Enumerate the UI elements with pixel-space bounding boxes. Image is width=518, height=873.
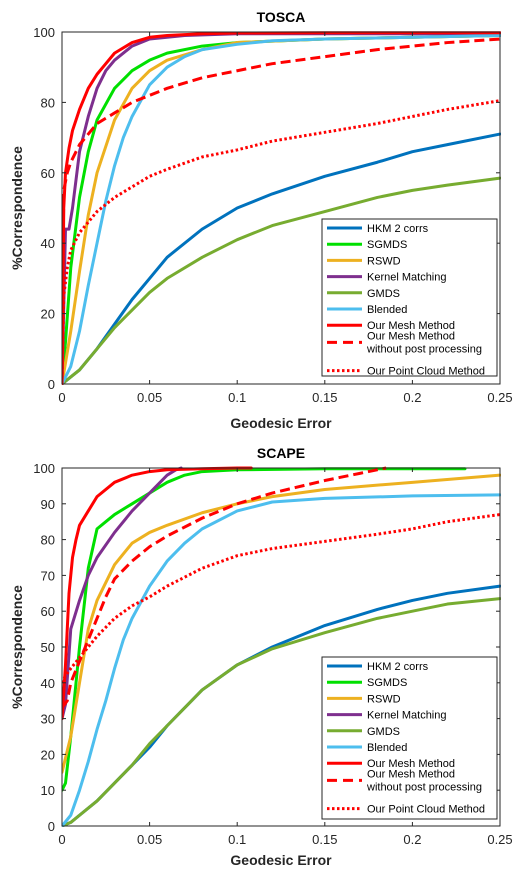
y-tick-label: 20 bbox=[41, 307, 55, 322]
x-tick-label: 0.25 bbox=[487, 390, 512, 405]
legend-label: HKM 2 corrs bbox=[367, 661, 429, 673]
legend: HKM 2 corrs SGMDS RSWD Kernel Matching GMDS B… bbox=[321, 656, 498, 820]
legend-label: Our Mesh Method bbox=[367, 758, 455, 770]
legend-label: SGMDS bbox=[367, 677, 407, 689]
axes-box bbox=[61, 31, 501, 385]
y-tick-label: 40 bbox=[41, 236, 55, 251]
y-tick-label: 60 bbox=[41, 604, 55, 619]
chart-title: SCAPE bbox=[257, 445, 305, 461]
x-tick-label: 0.15 bbox=[312, 390, 337, 405]
y-tick-label: 0 bbox=[48, 819, 55, 834]
x-tick-label: 0.15 bbox=[312, 832, 337, 847]
x-tick-label: 0.05 bbox=[137, 390, 162, 405]
legend-label: Blended bbox=[367, 742, 407, 754]
chart-tosca: TOSCA 0 0.05 0.1 0.15 0.2 0.25 0 20 40 60 80 100 Geod… bbox=[9, 9, 513, 431]
series-line-2 bbox=[62, 473, 501, 774]
series-line-3 bbox=[62, 466, 183, 721]
x-tick-label: 0 bbox=[58, 832, 65, 847]
legend-label: SGMDS bbox=[367, 239, 407, 251]
y-tick-label: 80 bbox=[41, 533, 55, 548]
legend-label: RSWD bbox=[367, 255, 401, 267]
y-tick-label: 100 bbox=[33, 25, 55, 40]
plot-area bbox=[62, 31, 501, 385]
y-axis-label: %Correspondence bbox=[9, 585, 25, 709]
x-axis-label: Geodesic Error bbox=[230, 852, 332, 868]
x-tick-label: 0.1 bbox=[228, 832, 246, 847]
series-line-7 bbox=[62, 466, 387, 709]
y-axis-label: %Correspondence bbox=[9, 146, 25, 270]
y-tick-label: 20 bbox=[41, 747, 55, 762]
x-tick-label: 0 bbox=[58, 390, 65, 405]
legend-label: Blended bbox=[367, 304, 407, 316]
legend-label: HKM 2 corrs bbox=[367, 223, 429, 235]
x-tick-label: 0.25 bbox=[487, 832, 512, 847]
x-tick-label: 0.05 bbox=[137, 832, 162, 847]
chart-scape: SCAPE 0 0.05 0.1 0.15 0.2 0.25 0 10 20 30 40 50 60 70 8… bbox=[9, 445, 513, 868]
plot-area bbox=[62, 466, 501, 827]
legend-label: Our Point Cloud Method bbox=[367, 366, 485, 378]
legend-label: Kernel Matching bbox=[367, 710, 447, 722]
y-tick-label: 40 bbox=[41, 676, 55, 691]
x-axis-label: Geodesic Error bbox=[230, 415, 332, 431]
x-tick-label: 0.1 bbox=[228, 390, 246, 405]
legend-label: Our Mesh Method without post processing bbox=[366, 330, 482, 355]
series-line-7 bbox=[62, 37, 501, 385]
legend: HKM 2 corrs SGMDS RSWD Kernel Matching GMDS B… bbox=[321, 218, 498, 378]
series-line-4 bbox=[62, 176, 501, 385]
series-line-5 bbox=[62, 34, 501, 385]
legend-label: GMDS bbox=[367, 288, 400, 300]
legend-label: Kernel Matching bbox=[367, 272, 447, 284]
y-tick-label: 50 bbox=[41, 640, 55, 655]
legend-label: Our Mesh Method bbox=[367, 320, 455, 332]
legend-label: RSWD bbox=[367, 693, 401, 705]
x-tick-label: 0.2 bbox=[403, 832, 421, 847]
y-tick-label: 30 bbox=[41, 712, 55, 727]
y-tick-label: 100 bbox=[33, 461, 55, 476]
legend-label: GMDS bbox=[367, 726, 400, 738]
series-line-4 bbox=[62, 597, 501, 827]
y-tick-label: 0 bbox=[48, 377, 55, 392]
y-tick-label: 70 bbox=[41, 568, 55, 583]
x-tick-label: 0.2 bbox=[403, 390, 421, 405]
y-tick-label: 90 bbox=[41, 497, 55, 512]
legend-box bbox=[321, 656, 498, 820]
series-line-8 bbox=[62, 513, 501, 684]
y-tick-label: 10 bbox=[41, 783, 55, 798]
series-line-6 bbox=[62, 466, 253, 721]
legend-label: Our Point Cloud Method bbox=[367, 804, 485, 816]
y-tick-label: 80 bbox=[41, 95, 55, 110]
series-line-1 bbox=[62, 467, 467, 792]
legend-label: Our Mesh Method without post processing bbox=[366, 768, 482, 793]
chart-title: TOSCA bbox=[257, 9, 306, 25]
y-tick-label: 60 bbox=[41, 166, 55, 181]
series-line-5 bbox=[62, 493, 501, 827]
